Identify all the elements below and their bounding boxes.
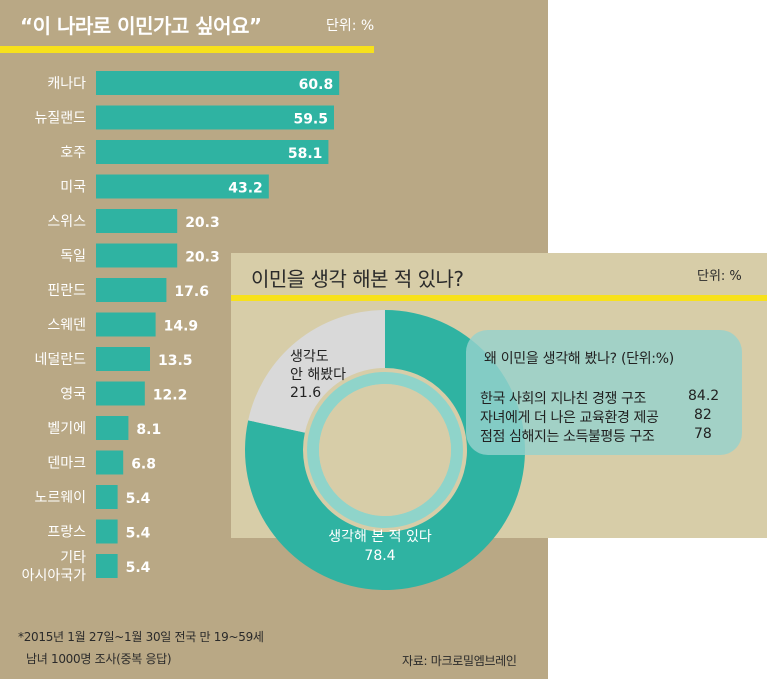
category-label: 독일 — [60, 249, 86, 265]
reasons-callout: 왜 이민을 생각해 봤나? (단위:%) 한국 사회의 지나친 경쟁 구조 84… — [466, 330, 742, 455]
category-label: 스웨덴 — [47, 318, 86, 334]
value-label: 12.2 — [153, 388, 188, 404]
reason-value: 82 — [694, 407, 712, 423]
country-chart-unit: 단위: % — [326, 18, 375, 34]
bar — [96, 140, 329, 164]
bar — [96, 450, 124, 475]
reason-label: 자녀에게 더 나은 교육환경 제공 — [480, 410, 659, 426]
value-label: 20.3 — [185, 250, 220, 266]
category-label: 프랑스 — [47, 525, 86, 541]
value-label: 5.4 — [126, 526, 151, 542]
title-underline — [231, 295, 767, 301]
donut-chart-unit: 단위: % — [697, 269, 742, 284]
donut-slice — [248, 310, 385, 433]
bar — [96, 71, 340, 95]
title-underline — [0, 46, 374, 53]
reasons-title: 왜 이민을 생각해 봤나? (단위:%) — [484, 351, 674, 367]
donut-chart-title: 이민을 생각 해본 적 있나? — [251, 267, 464, 291]
category-label: 노르웨이 — [34, 490, 86, 506]
category-label: 영국 — [60, 387, 86, 403]
survey-note-line2: 남녀 1000명 조사(중복 응답) — [26, 652, 172, 666]
bar — [96, 174, 269, 199]
reason-value: 78 — [694, 426, 712, 442]
category-label: 뉴질랜드 — [34, 111, 86, 127]
bar — [96, 312, 156, 337]
reason-value: 84.2 — [688, 388, 720, 404]
bar — [96, 243, 178, 268]
slice-value: 78.4 — [364, 548, 395, 564]
survey-note-line1: *2015년 1월 27일~1월 30일 전국 만 19~59세 — [18, 630, 264, 644]
bar — [96, 105, 334, 130]
value-label: 60.8 — [299, 77, 334, 93]
donut-hole — [319, 384, 451, 516]
value-label: 8.1 — [136, 422, 161, 438]
country-bar-chart: 캐나다 60.8 뉴질랜드 59.5 호주 58.1 미국 43.2 스위스 20.3 독일 20.3… — [22, 71, 340, 584]
source-credit: 자료: 마크로밀엠브레인 — [402, 654, 517, 668]
bar — [96, 485, 118, 509]
bar — [96, 381, 145, 406]
value-label: 14.9 — [164, 319, 199, 335]
donut-inner-ring — [307, 372, 463, 528]
donut-slice — [245, 310, 525, 590]
value-label: 13.5 — [158, 353, 193, 369]
reason-label: 점점 심해지는 소득불평등 구조 — [480, 429, 655, 445]
category-label: 핀란드 — [47, 283, 86, 299]
bar — [96, 278, 167, 302]
bar — [96, 209, 178, 233]
value-label: 5.4 — [126, 491, 151, 507]
category-label: 스위스 — [47, 214, 86, 230]
bar — [96, 519, 118, 544]
reason-label: 한국 사회의 지나친 경쟁 구조 — [480, 391, 646, 407]
bar — [96, 347, 150, 371]
category-label: 미국 — [60, 180, 86, 196]
donut-chart: 생각해 본 적 있다 78.4 생각도 안 해봤다 21.6 — [245, 310, 525, 590]
bar — [96, 554, 118, 578]
slice-label: 생각도 안 해봤다 21.6 — [290, 349, 346, 401]
value-label: 20.3 — [185, 215, 220, 231]
value-label: 6.8 — [131, 457, 156, 473]
category-label: 호주 — [60, 145, 86, 161]
value-label: 43.2 — [228, 181, 263, 197]
slice-label: 생각해 본 적 있다 — [328, 529, 432, 545]
value-label: 59.5 — [293, 112, 328, 128]
category-label: 벨기에 — [47, 421, 86, 437]
value-label: 17.6 — [174, 284, 209, 300]
value-label: 58.1 — [288, 146, 323, 162]
country-chart-title: “이 나라로 이민가고 싶어요” — [20, 14, 262, 38]
category-label: 기타 아시아국가 — [22, 550, 87, 584]
category-label: 캐나다 — [47, 76, 86, 92]
category-label: 덴마크 — [47, 456, 86, 472]
bar — [96, 416, 129, 440]
value-label: 5.4 — [126, 560, 151, 576]
category-label: 네덜란드 — [34, 352, 86, 368]
